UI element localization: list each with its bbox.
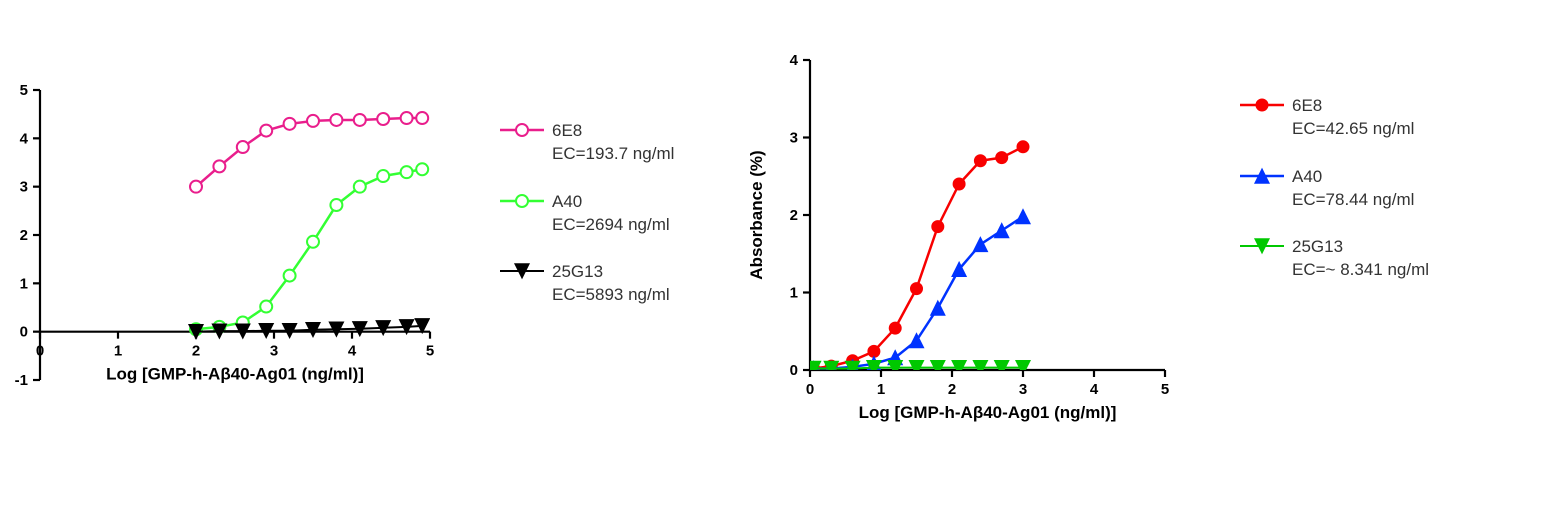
- left_chart-legend-entry-1: A40EC=2694 ng/ml: [500, 191, 674, 236]
- legend-series-ec: EC=42.65 ng/ml: [1292, 118, 1414, 139]
- svg-text:1: 1: [114, 343, 122, 360]
- right-legend: 6E8EC=42.65 ng/mlA40EC=78.44 ng/ml25G13E…: [1240, 95, 1429, 307]
- svg-text:1: 1: [790, 285, 798, 302]
- legend-series-ec: EC=193.7 ng/ml: [552, 143, 674, 164]
- svg-text:3: 3: [270, 343, 278, 360]
- svg-text:5: 5: [20, 82, 28, 99]
- legend-swatch-icon: [1240, 166, 1284, 186]
- legend-series-ec: EC=2694 ng/ml: [552, 214, 670, 235]
- legend-series-name: 25G13: [552, 261, 670, 282]
- right-chart-panel: 0 1 2 3 4 5 0 1 2 3 4 Log [GMP-h-Aβ40-Ag01 (ng/ml)]…: [740, 50, 1175, 434]
- right_chart-legend-entry-2: 25G13EC=~ 8.341 ng/ml: [1240, 236, 1429, 281]
- legend-series-ec: EC=~ 8.341 ng/ml: [1292, 259, 1429, 280]
- left-chart-panel: 0 1 2 3 4 5 -1 0 1 2 3 4 5 Log [GMP-h-Aβ40-Ag01 (ng/m…: [0, 80, 440, 444]
- svg-text:2: 2: [20, 227, 28, 244]
- svg-text:5: 5: [426, 343, 434, 360]
- right_chart-legend-entry-0: 6E8EC=42.65 ng/ml: [1240, 95, 1429, 140]
- svg-text:3: 3: [20, 179, 28, 196]
- svg-text:1: 1: [877, 381, 885, 398]
- svg-text:3: 3: [790, 130, 798, 147]
- legend-series-name: A40: [1292, 166, 1414, 187]
- svg-text:1: 1: [20, 275, 28, 292]
- svg-text:Log [GMP-h-Aβ40-Ag01 (ng/ml)]: Log [GMP-h-Aβ40-Ag01 (ng/ml)]: [859, 403, 1117, 422]
- right_chart-legend-entry-1: A40EC=78.44 ng/ml: [1240, 166, 1429, 211]
- svg-text:Absorbance (%): Absorbance (%): [747, 150, 766, 279]
- legend-swatch-icon: [500, 191, 544, 211]
- legend-series-name: 6E8: [552, 120, 674, 141]
- svg-text:4: 4: [20, 130, 29, 147]
- left_chart-legend-entry-2: 25G13EC=5893 ng/ml: [500, 261, 674, 306]
- svg-text:4: 4: [1090, 381, 1099, 398]
- svg-text:4: 4: [348, 343, 357, 360]
- svg-text:Log [GMP-h-Aβ40-Ag01 (ng/ml)]: Log [GMP-h-Aβ40-Ag01 (ng/ml)]: [106, 365, 364, 384]
- svg-text:0: 0: [806, 381, 814, 398]
- svg-text:4: 4: [790, 52, 799, 69]
- legend-series-name: 25G13: [1292, 236, 1429, 257]
- svg-text:3: 3: [1019, 381, 1027, 398]
- svg-text:-1: -1: [15, 372, 28, 389]
- svg-text:2: 2: [948, 381, 956, 398]
- legend-series-ec: EC=5893 ng/ml: [552, 284, 670, 305]
- svg-text:0: 0: [20, 324, 28, 341]
- svg-text:0: 0: [36, 343, 44, 360]
- legend-series-name: 6E8: [1292, 95, 1414, 116]
- legend-series-name: A40: [552, 191, 670, 212]
- svg-text:0: 0: [790, 362, 798, 379]
- svg-text:5: 5: [1161, 381, 1169, 398]
- legend-swatch-icon: [1240, 236, 1284, 256]
- legend-series-ec: EC=78.44 ng/ml: [1292, 189, 1414, 210]
- left_chart-legend-entry-0: 6E8EC=193.7 ng/ml: [500, 120, 674, 165]
- left-legend: 6E8EC=193.7 ng/mlA40EC=2694 ng/ml25G13EC…: [500, 120, 674, 332]
- legend-swatch-icon: [1240, 95, 1284, 115]
- svg-text:2: 2: [790, 207, 798, 224]
- legend-swatch-icon: [500, 120, 544, 140]
- legend-swatch-icon: [500, 261, 544, 281]
- svg-text:2: 2: [192, 343, 200, 360]
